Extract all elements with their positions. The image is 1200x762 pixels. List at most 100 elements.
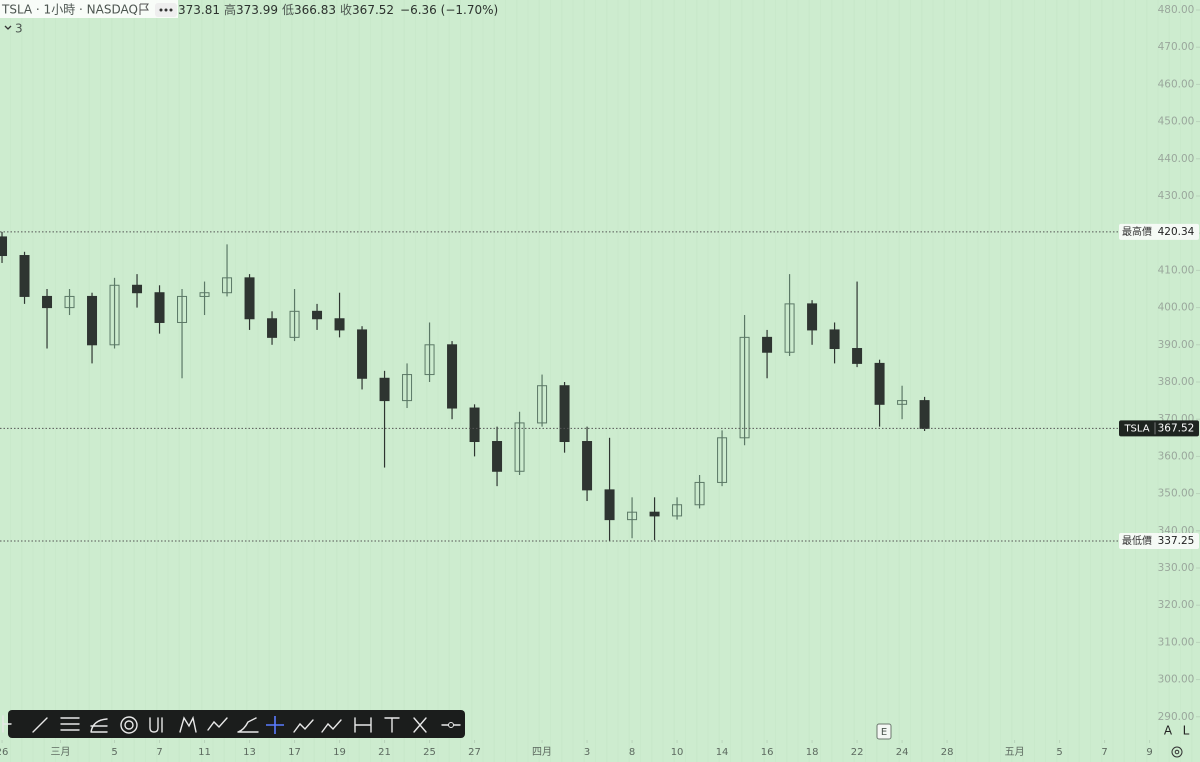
candle-body — [537, 385, 548, 424]
low-value: 366.83 — [294, 3, 336, 17]
close-value: 367.52 — [352, 3, 394, 17]
tool-range[interactable] — [354, 717, 372, 733]
x-tick-label: 24 — [896, 747, 909, 758]
high-label: 高 — [224, 2, 236, 17]
tool-pattern[interactable] — [179, 715, 197, 733]
header-bg — [0, 0, 178, 18]
more-dot — [169, 8, 173, 12]
y-tick-label: 390.00 — [1158, 339, 1195, 351]
x-tick-label: 22 — [851, 747, 864, 758]
x-tick-label: 17 — [288, 747, 301, 758]
x-tick-label: 3 — [584, 747, 590, 758]
y-tick-label: 310.00 — [1158, 636, 1195, 648]
candle-body — [42, 295, 53, 309]
low-label: 低 — [282, 3, 294, 17]
tool-hline-dot[interactable] — [448, 722, 454, 728]
tool-brush[interactable] — [237, 717, 259, 733]
price-line-tag — [1119, 223, 1199, 240]
x-tick-label: 25 — [423, 747, 436, 758]
y-tick-label: 330.00 — [1158, 562, 1195, 574]
y-tick-label: 380.00 — [1158, 376, 1195, 388]
y-tick-label: 410.00 — [1158, 264, 1195, 276]
price-line-label: 最低價 — [1122, 534, 1152, 547]
candle-body — [132, 284, 143, 294]
candle-body — [694, 481, 705, 506]
price-line-tag — [1119, 533, 1199, 550]
settings-icon-inner — [1174, 749, 1180, 755]
tool-path[interactable] — [207, 717, 228, 731]
y-tick-label: 430.00 — [1158, 190, 1195, 202]
candle-body — [0, 236, 8, 257]
flag-icon[interactable] — [139, 3, 149, 15]
earnings-label: E — [881, 727, 887, 738]
price-line-tag — [1119, 420, 1199, 437]
x-tick-label: 10 — [671, 747, 684, 758]
tool-crosshair[interactable] — [266, 716, 284, 734]
log-scale-button[interactable]: L — [1183, 724, 1190, 738]
candle-body — [424, 344, 435, 376]
candle-body — [784, 303, 795, 353]
candle-body — [109, 284, 120, 346]
x-tick-label: 14 — [716, 747, 729, 758]
x-tick-label: 四月 — [532, 746, 552, 758]
x-tick-label: 5 — [1056, 747, 1062, 758]
price-line-value: 420.34 — [1158, 226, 1195, 238]
candle-body — [289, 310, 300, 338]
x-tick-label: 26 — [0, 747, 8, 758]
tool-trendline[interactable] — [32, 717, 48, 733]
more-dot — [164, 8, 168, 12]
candle-body — [672, 504, 683, 517]
candle-body — [154, 292, 165, 323]
settings-icon[interactable] — [1171, 746, 1183, 758]
tool-pitchfork[interactable] — [149, 717, 163, 733]
candle-body — [379, 377, 390, 402]
candle-body — [627, 511, 638, 521]
symbol-line[interactable]: TSLA · 1小時 · NASDAQ — [1, 3, 138, 17]
candle-body — [919, 400, 930, 429]
x-tick-label: 16 — [761, 747, 774, 758]
earnings-marker[interactable] — [876, 723, 892, 740]
candle-body — [402, 374, 413, 402]
y-tick-label: 460.00 — [1158, 78, 1195, 90]
x-tick-label: 8 — [629, 747, 635, 758]
candle-body — [312, 310, 323, 320]
toolbar-icons — [2, 715, 461, 734]
candle-body — [244, 277, 255, 320]
x-tick-label: 5 — [111, 747, 117, 758]
x-tick-label: 三月 — [51, 746, 71, 758]
price-line-value: 337.25 — [1158, 535, 1195, 547]
collapse-chevron[interactable] — [4, 25, 12, 30]
plot — [0, 231, 1118, 542]
x-tick-label: 11 — [198, 747, 211, 758]
x-tick-label: 9 — [1146, 747, 1152, 758]
candle-body — [559, 385, 570, 443]
price-line-label: 最高價 — [1122, 225, 1152, 238]
tool-cursor[interactable] — [2, 715, 12, 733]
candle-body — [19, 255, 30, 297]
tool-text[interactable] — [384, 717, 400, 733]
candle-body — [492, 441, 503, 472]
candle-body — [807, 303, 818, 331]
tool-remove[interactable] — [413, 717, 427, 733]
close-label: 收 — [340, 3, 352, 17]
y-tick-label: 290.00 — [1158, 711, 1195, 723]
candle-body — [604, 489, 615, 521]
ohlc-values: 373.81 高373.99 低366.83 收367.52 −6.36 (−1.70%… — [178, 2, 498, 17]
candle-body — [447, 344, 458, 409]
tool-fib[interactable] — [90, 718, 108, 733]
tool-spiral[interactable] — [120, 716, 138, 734]
tool-abc[interactable] — [321, 719, 342, 733]
auto-scale-button[interactable]: A — [1164, 724, 1173, 738]
tool-spiral-inner[interactable] — [124, 720, 134, 730]
candle-body — [897, 400, 908, 405]
x-tick-label: 13 — [243, 747, 256, 758]
candle-body — [649, 511, 660, 517]
open-value: 373.81 — [178, 3, 220, 17]
x-tick-label: 7 — [1101, 747, 1107, 758]
y-tick-label: 360.00 — [1158, 450, 1195, 462]
tool-elliott[interactable] — [293, 719, 314, 733]
y-tick-label: 350.00 — [1158, 488, 1195, 500]
indicator-count[interactable]: 3 — [15, 22, 23, 36]
tool-channel[interactable] — [60, 717, 80, 731]
